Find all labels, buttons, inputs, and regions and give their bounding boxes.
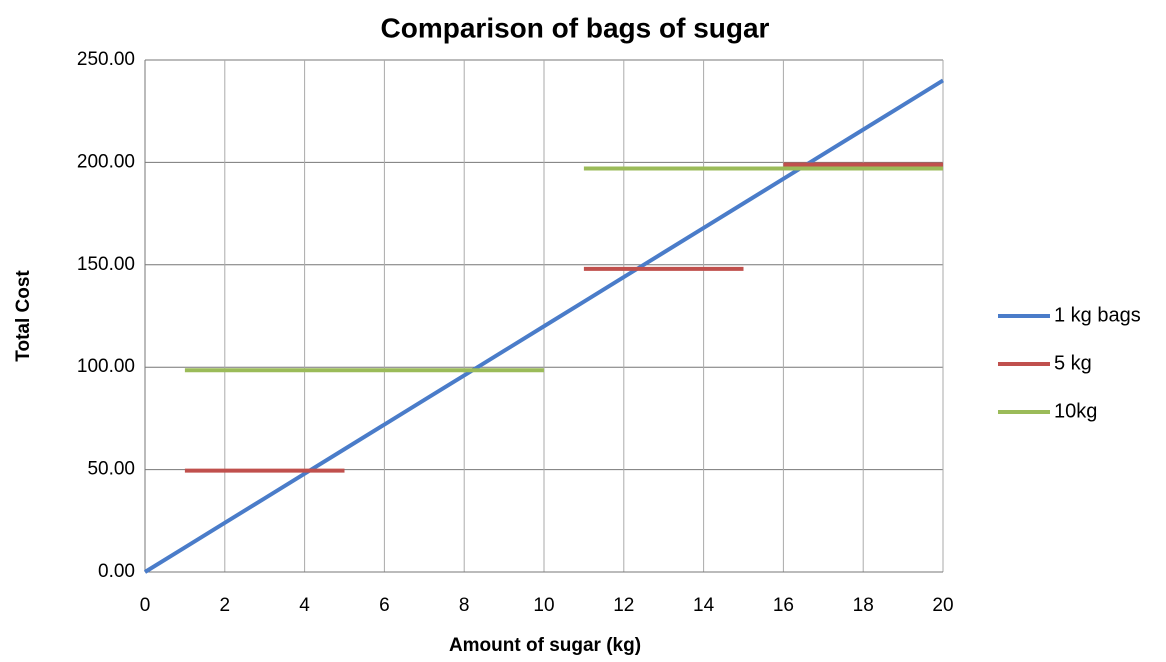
x-tick-label: 16 [773,595,794,616]
x-tick-label: 14 [693,595,715,616]
x-tick-label: 10 [533,595,554,616]
y-tick-label: 0.00 [98,561,135,582]
series-line [143,78,945,574]
y-tick-label: 150.00 [77,254,135,275]
y-tick-label: 100.00 [77,356,135,377]
x-axis-label: Amount of sugar (kg) [449,635,641,656]
x-tick-label: 12 [613,595,634,616]
y-tick-label: 250.00 [77,49,135,70]
y-tick-label: 200.00 [77,151,135,172]
chart-title: Comparison of bags of sugar [381,12,770,43]
y-tick-label: 50.00 [87,459,135,480]
x-tick-label: 6 [379,595,390,616]
legend-label: 10kg [1054,400,1097,422]
legend-label: 5 kg [1054,352,1092,374]
x-tick-label: 18 [853,595,874,616]
x-tick-label: 20 [932,595,953,616]
x-tick-label: 0 [140,595,151,616]
x-tick-label: 8 [459,595,470,616]
y-axis-label: Total Cost [13,270,34,362]
legend-label: 1 kg bags [1054,304,1141,326]
x-tick-label: 4 [299,595,310,616]
x-tick-label: 2 [220,595,231,616]
